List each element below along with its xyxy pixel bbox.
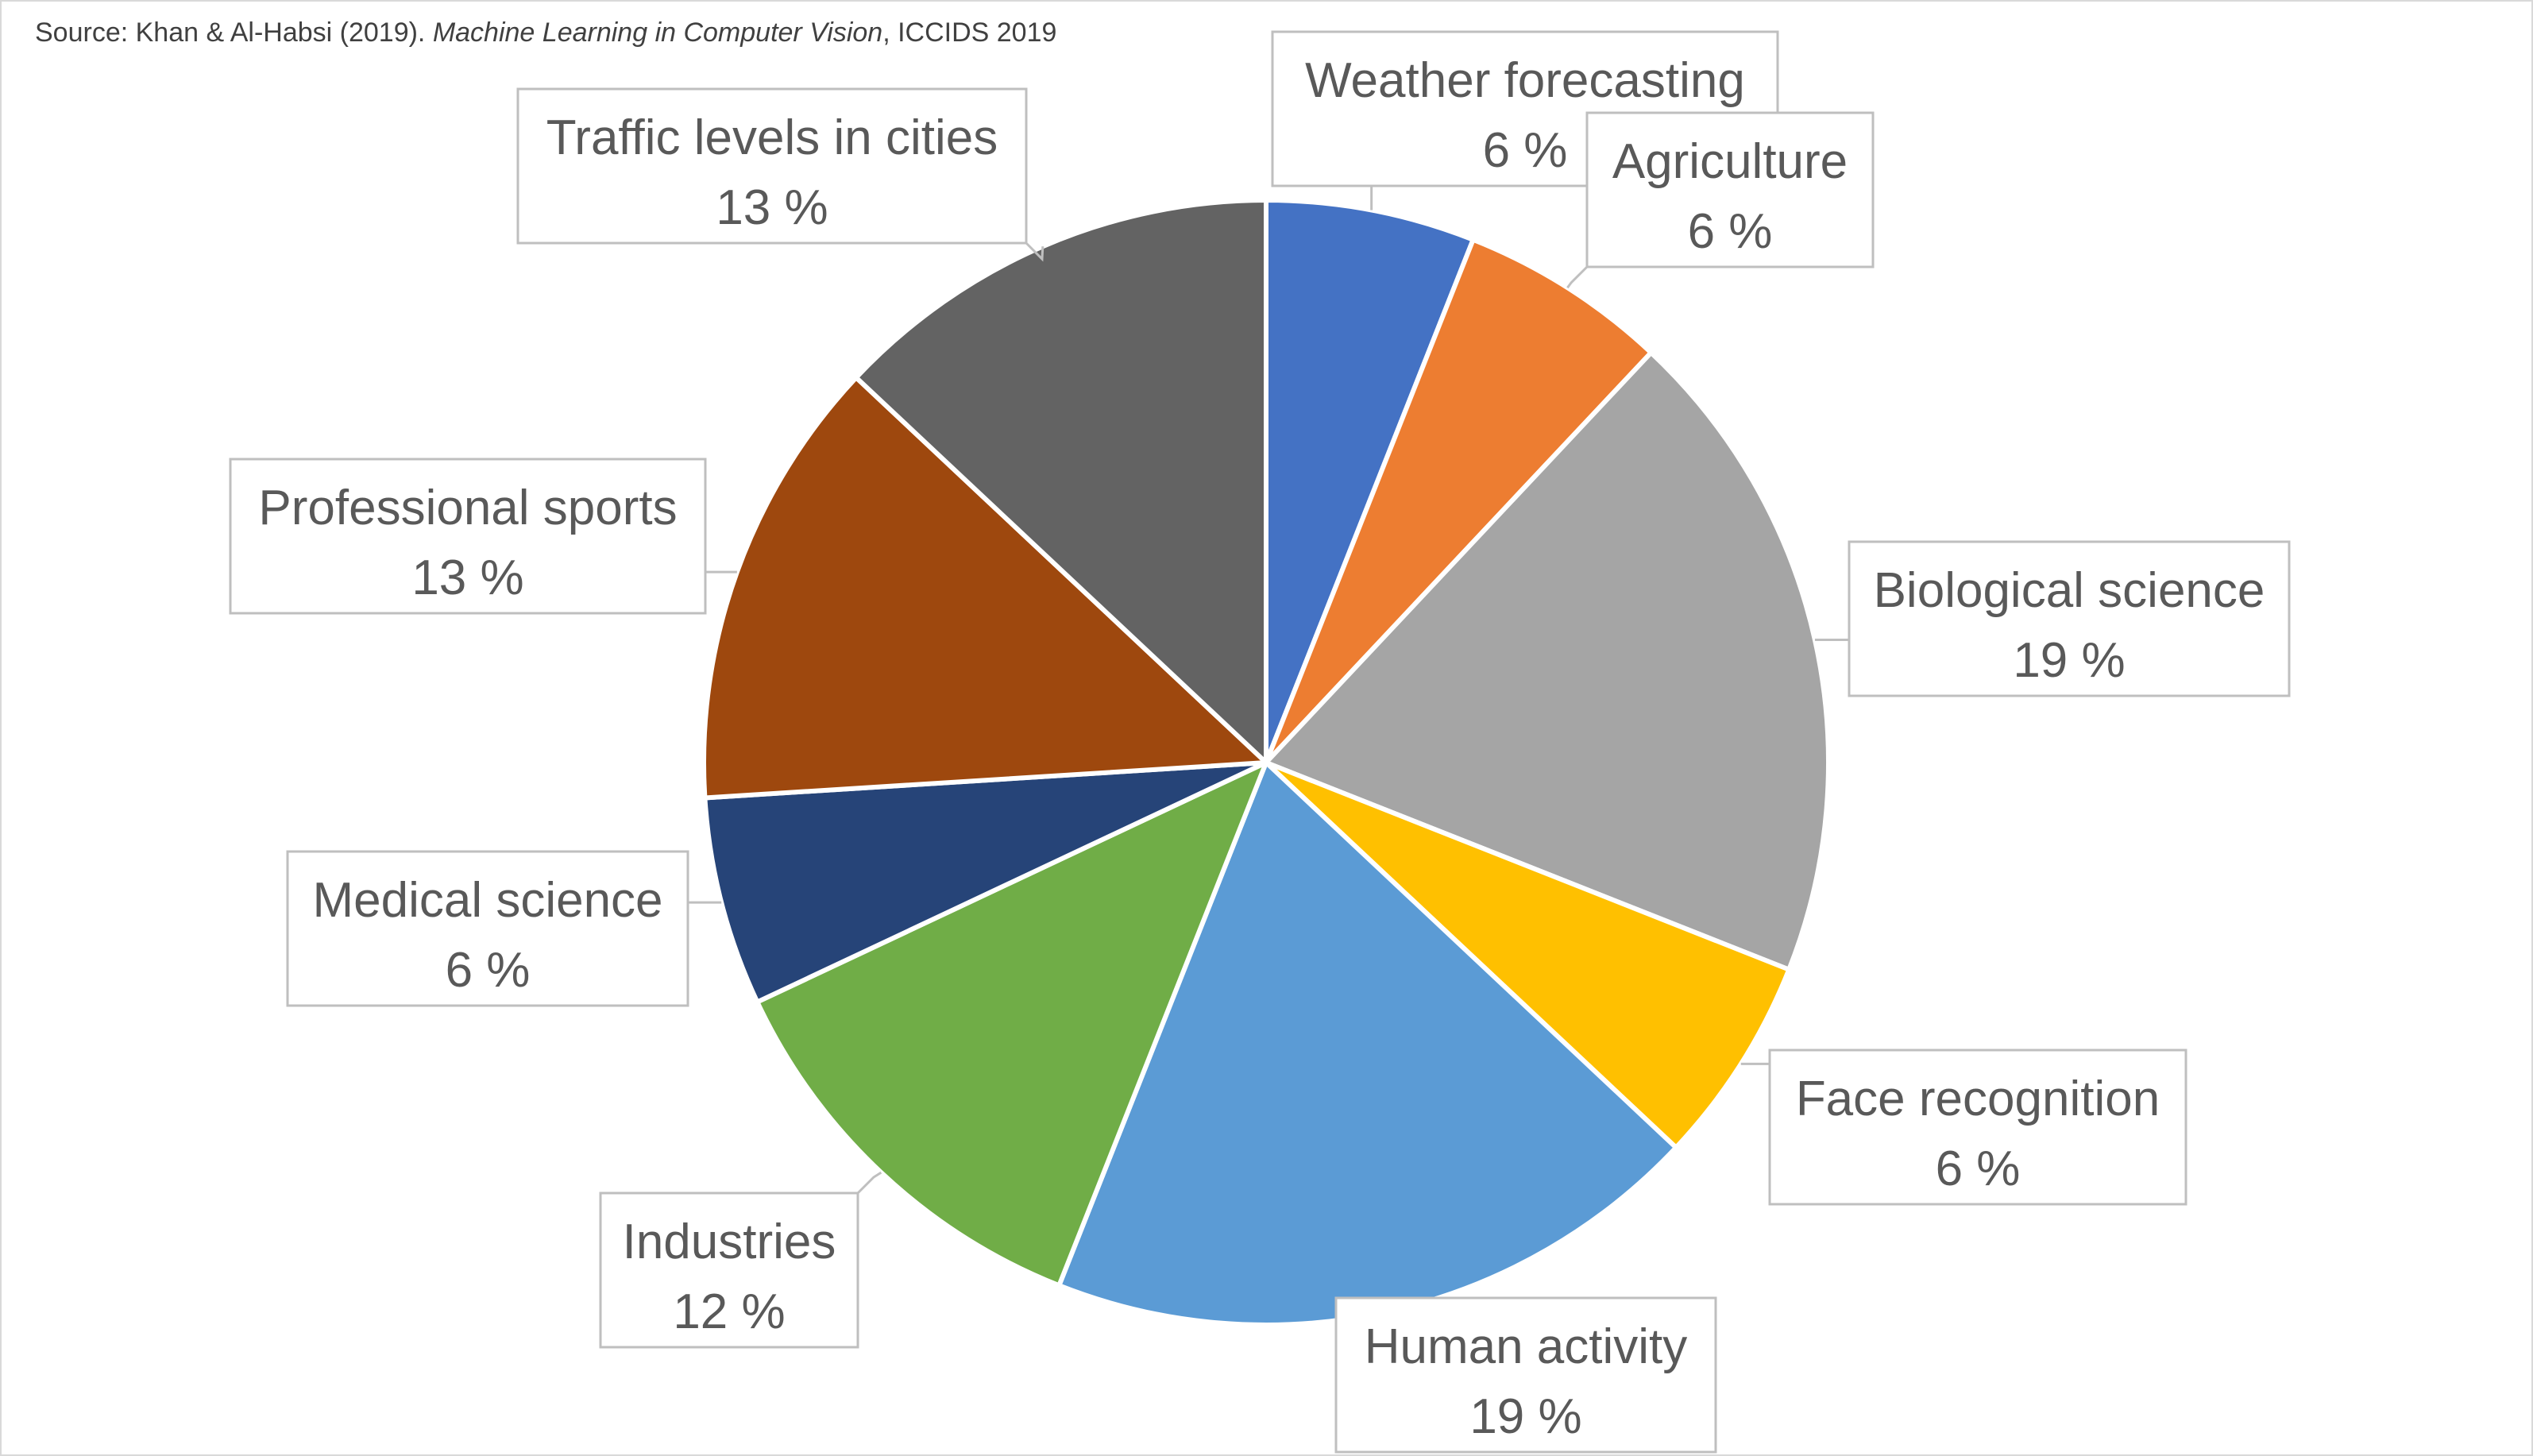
data-label-category-medical-science: Medical science: [312, 873, 662, 928]
pie-slices: [701, 198, 1831, 1327]
source-prefix: Source: Khan & Al-Habsi (2019).: [35, 17, 433, 48]
data-label-value-face-recognition: 6 %: [1936, 1141, 2021, 1196]
pie-slice-biological-science: [1264, 350, 1831, 972]
pie-slice-professional-sports: [701, 375, 1268, 801]
data-label-box-traffic-levels-in-cities: [516, 87, 1028, 245]
data-label-category-agriculture: Agriculture: [1612, 134, 1848, 189]
data-label-category-traffic-levels-in-cities: Traffic levels in cities: [546, 110, 998, 165]
pie-slice-face-recognition: [1264, 760, 1792, 1150]
data-labels: Weather forecasting 6 % Agriculture 6 % Biol…: [229, 30, 2291, 1454]
pie-slice-weather-forecasting: [1264, 198, 1476, 765]
data-label-box-industries: [599, 1191, 859, 1349]
data-label-box-professional-sports: [229, 458, 707, 615]
data-label-category-face-recognition: Face recognition: [1796, 1072, 2160, 1126]
data-label-category-weather-forecasting: Weather forecasting: [1305, 53, 1745, 108]
data-label-value-human-activity: 19 %: [1469, 1389, 1581, 1444]
data-label-value-weather-forecasting: 6 %: [1483, 123, 1568, 178]
data-label-value-medical-science: 6 %: [446, 943, 531, 998]
data-label-value-agriculture: 6 %: [1688, 204, 1773, 259]
data-label-box-agriculture: [1585, 111, 1875, 268]
source-suffix: , ICCIDS 2019: [882, 17, 1056, 48]
pie-slice-industries: [755, 760, 1268, 1288]
source-caption: Source: Khan & Al-Habsi (2019). Machine …: [35, 17, 1056, 48]
leader-line-agriculture: [1566, 265, 1589, 289]
data-label-category-industries: Industries: [623, 1215, 836, 1269]
label-leader-lines: [688, 186, 1849, 1195]
pie-slice-medical-science: [702, 760, 1268, 1005]
data-label-category-biological-science: Biological science: [1874, 563, 2265, 618]
data-label-category-professional-sports: Professional sports: [258, 481, 677, 535]
data-label-box-biological-science: [1848, 540, 2291, 697]
data-label-box-human-activity: [1334, 1296, 1717, 1454]
data-label-box-face-recognition: [1768, 1049, 2187, 1206]
data-label-value-biological-science: 19 %: [2013, 633, 2125, 688]
source-work: Machine Learning in Computer Vision: [433, 17, 882, 48]
data-label-value-professional-sports: 13 %: [411, 550, 523, 605]
leader-line-industries: [856, 1171, 882, 1195]
data-label-category-human-activity: Human activity: [1365, 1319, 1688, 1374]
data-label-value-industries: 12 %: [673, 1284, 785, 1339]
data-label-box-medical-science: [286, 850, 689, 1007]
leader-line-traffic-levels-in-cities: [1025, 241, 1044, 262]
pie-slice-agriculture: [1264, 237, 1654, 765]
data-label-value-traffic-levels-in-cities: 13 %: [716, 180, 828, 235]
